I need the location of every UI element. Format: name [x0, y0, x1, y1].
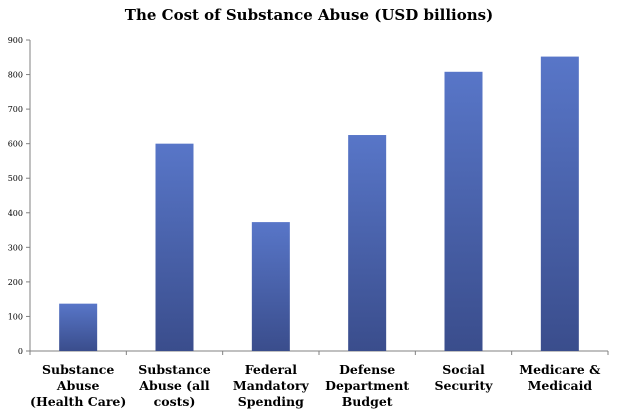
x-category-label: Federal Mandatory Spending — [233, 362, 310, 409]
y-tick-label: 0 — [18, 347, 23, 356]
bar — [444, 71, 483, 352]
y-tick-label: 300 — [8, 243, 23, 252]
chart-title: The Cost of Substance Abuse (USD billion… — [124, 6, 494, 24]
y-tick-label: 700 — [8, 105, 23, 114]
y-tick-label: 900 — [8, 36, 23, 45]
y-tick-label: 200 — [8, 278, 23, 287]
x-category-label: Substance Abuse (all costs) — [138, 362, 210, 409]
x-category-label: Substance Abuse (Health Care) — [30, 362, 126, 409]
y-tick-label: 800 — [8, 71, 23, 80]
bar — [155, 143, 194, 351]
x-category-label: Defense Department Budget — [325, 362, 409, 409]
y-tick-label: 400 — [8, 209, 23, 218]
bar — [251, 222, 290, 351]
y-tick-label: 100 — [8, 312, 23, 321]
bar — [540, 56, 579, 351]
y-tick-label: 600 — [8, 140, 23, 149]
bar — [348, 135, 387, 351]
x-category-label: Social Security — [434, 362, 493, 393]
bar — [59, 303, 98, 351]
x-category-label: Medicare & Medicaid — [519, 362, 601, 393]
y-tick-label: 500 — [8, 174, 23, 183]
